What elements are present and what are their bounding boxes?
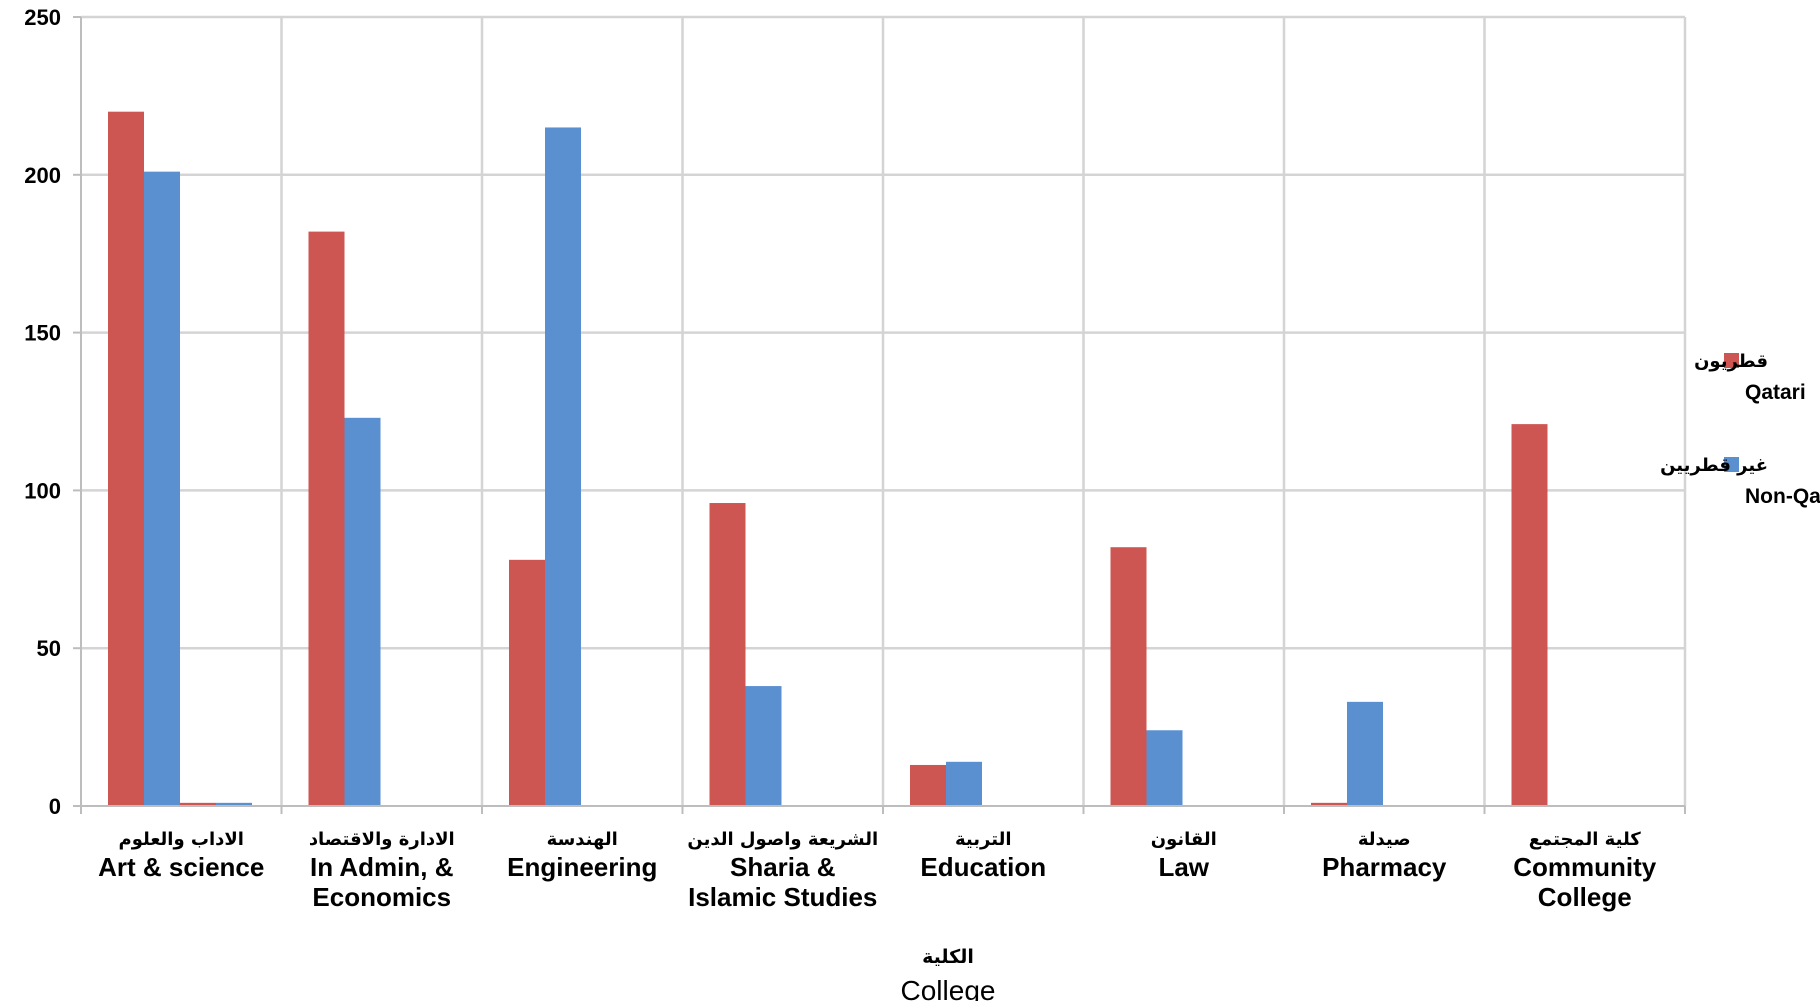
legend-swatch-1 [1724, 457, 1739, 472]
y-tick-label-150: 150 [24, 321, 61, 346]
category-label-ar-2: الهندسة [547, 829, 618, 850]
bar-series1-cat6 [1347, 701, 1383, 806]
bar-series0-cat6 [1311, 802, 1347, 806]
bar-series1-cat5 [1146, 730, 1183, 806]
bar-series1-cat3 [745, 686, 782, 806]
y-tick-label-200: 200 [24, 163, 61, 188]
bar-series1-cat0 [144, 171, 180, 807]
legend-label-0: Qatari [1745, 381, 1806, 404]
bar-series1-cat4 [946, 761, 982, 806]
category-label-ar-6: صيدلة [1358, 829, 1411, 850]
legend-label-ar-0: قطريون [1694, 351, 1768, 372]
category-label-en-7-1: College [1538, 882, 1632, 912]
bar-series0-cat0 [108, 111, 144, 807]
legend-label-ar-1: غير قطريين [1660, 455, 1768, 476]
category-label-en-3-0: Sharia & [730, 852, 836, 882]
legend-label-1: Non-Qatari [1745, 485, 1820, 508]
bar-series0-cat1 [308, 231, 345, 806]
legend: قطريون Qatari غير قطريين Non-Qatari [1660, 351, 1820, 508]
y-tick-label-50: 50 [37, 636, 61, 661]
bar-series0-cat2 [509, 559, 545, 806]
y-tick-label-250: 250 [24, 5, 61, 30]
bar-series0-cat3 [709, 503, 746, 806]
category-label-en-4-0: Education [920, 852, 1046, 882]
category-label-en-1-0: In Admin, & [310, 852, 453, 882]
category-label-en-2-0: Engineering [507, 852, 657, 882]
category-label-ar-3: الشريعة واصول الدين [687, 829, 878, 850]
x-axis-title: College [901, 975, 996, 1001]
bar-series0-cat5 [1110, 547, 1147, 806]
x-axis-title-arabic: الكلية [922, 946, 974, 968]
bar-series1-cat1 [344, 417, 381, 806]
bar-series1-cat2 [545, 127, 581, 806]
bar-series0-cat4 [910, 764, 946, 806]
category-label-ar-0: الاداب والعلوم [119, 829, 244, 850]
bars-layer [108, 111, 1548, 807]
category-label-ar-1: الادارة والاقتصاد [309, 829, 455, 850]
category-label-en-3-1: Islamic Studies [688, 882, 877, 912]
category-label-ar-5: القانون [1151, 829, 1217, 850]
bar-series2-cat0 [180, 802, 216, 806]
category-label-en-1-1: Economics [312, 882, 451, 912]
category-label-en-5-0: Law [1158, 852, 1209, 882]
category-label-ar-4: التربية [955, 829, 1012, 850]
category-label-en-7-0: Community [1513, 852, 1657, 882]
category-label-ar-7: كلية المجتمع [1529, 829, 1642, 850]
legend-swatch-0 [1724, 353, 1739, 368]
category-label-en-6-0: Pharmacy [1322, 852, 1447, 882]
y-tick-label-100: 100 [24, 478, 61, 503]
bar-series0-cat7 [1511, 424, 1548, 806]
axes-layer [73, 16, 1686, 814]
bar-series3-cat0 [216, 802, 252, 806]
category-label-en-0-0: Art & science [98, 852, 264, 882]
y-tick-label-0: 0 [49, 794, 61, 819]
